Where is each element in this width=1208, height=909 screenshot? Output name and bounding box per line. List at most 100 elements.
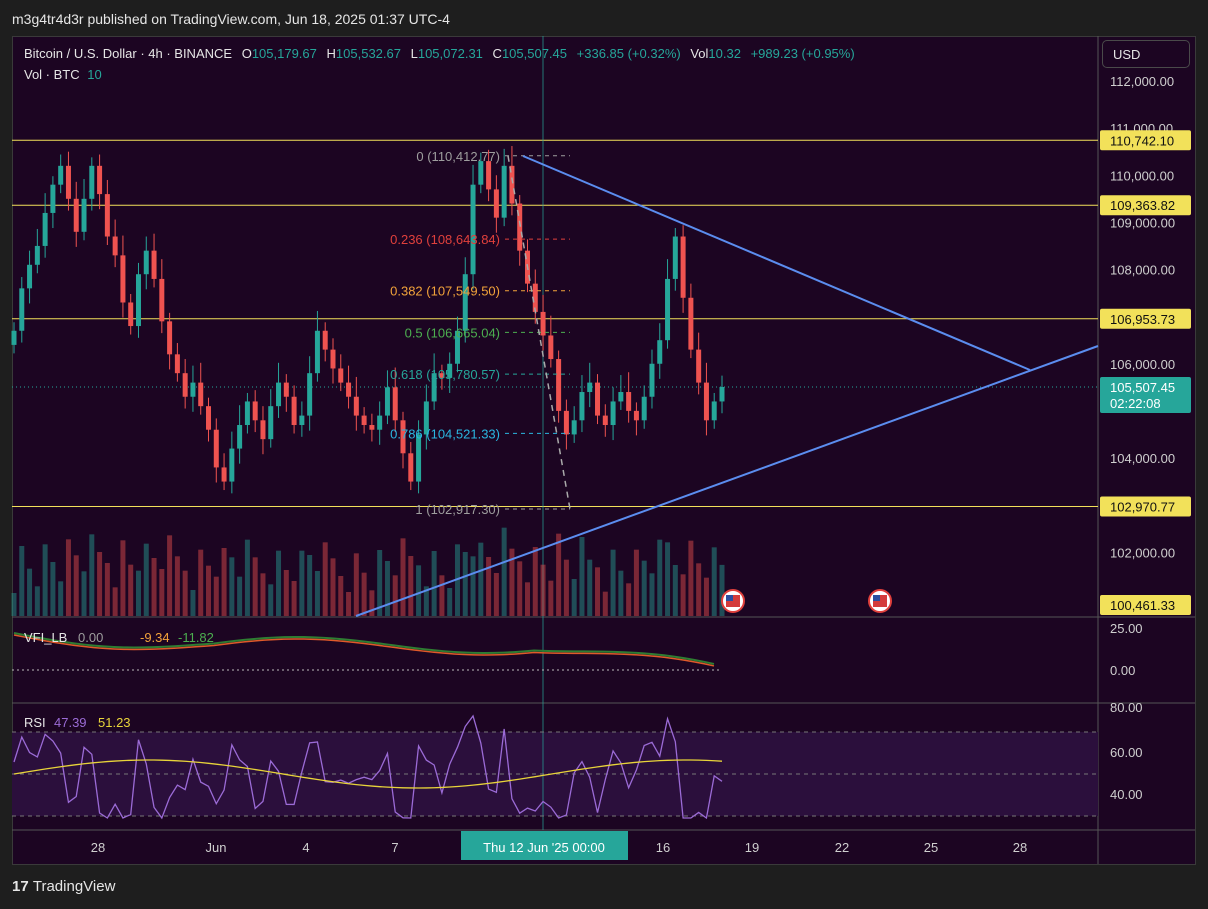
volume-bar [276,550,282,616]
volume-bar [416,565,422,616]
close-value: 105,507.45 [501,46,568,61]
y-tick-label: 108,000.00 [1110,263,1175,278]
candle-body [244,401,250,426]
volume-bar [73,555,79,616]
volume-bar [400,538,406,616]
volume-bar [626,583,632,616]
candle-body [299,415,305,426]
candle-body [657,340,663,364]
candle-body [338,368,344,383]
candle-body [174,354,180,374]
candle-body [633,410,639,421]
price-label-badge [1100,130,1191,151]
candle-body [454,330,460,364]
volume-bar [556,533,562,616]
candle-body [330,349,336,369]
volume-bar [229,557,235,616]
candle-body [73,198,79,232]
fib-label: 0 (110,412.77) [416,149,500,164]
candle-body [618,392,624,402]
volume-bar [27,568,33,616]
x-tick-label: 7 [391,840,398,855]
candle-body [346,382,352,397]
candle-body [81,198,87,232]
candle-body [462,274,468,331]
volume-bar [213,576,219,616]
volume-bar [159,569,165,616]
symbol-name: Bitcoin / U.S. Dollar · 4h · BINANCE [24,46,233,61]
publisher-text: m3g4tr4d3r published on TradingView.com,… [12,11,450,27]
price-label-text: 109,363.82 [1110,198,1175,213]
candle-body [680,236,686,298]
candle-body [587,382,593,393]
price-label-badge [1100,496,1191,517]
volume-bar [89,534,95,616]
candle-body [322,330,328,350]
candle-body [307,373,313,416]
volume-bar [392,575,398,616]
us-flag-icon [873,595,880,601]
fib-label: 0.5 (106,665.04) [405,325,500,340]
candle-body [696,349,702,383]
vfi-line [13,632,715,665]
x-tick-label: 28 [91,840,105,855]
volume-bar [112,587,118,616]
candle-body [27,264,33,289]
volume-bar [151,558,157,616]
volume-bar [610,549,616,616]
candle-body [602,415,608,426]
candle-body [112,236,118,256]
price-label-text: 105,507.45 [1110,380,1175,395]
candle-body [408,453,414,482]
rsi-value: 47.39 [54,715,87,730]
candle-body [540,311,546,336]
volume-bar [703,577,709,616]
candle-body [392,387,398,421]
candle-body [11,330,17,345]
volume-bar [493,573,499,616]
candle-body [167,321,173,355]
volume-bar [299,550,305,616]
vfi-signal-line [13,634,715,667]
candle-body [237,425,243,449]
candle-body [276,382,282,407]
volume-bar [595,567,601,616]
volume-bar [377,550,383,616]
rsi-ma-line [13,759,723,789]
volume-bar [174,556,180,616]
vol-row-label: Vol · BTC [24,67,80,82]
chart-frame[interactable] [12,36,1196,865]
volume-bar [237,576,243,616]
candle-body [556,359,562,411]
low-value: 105,072.31 [417,46,483,61]
symbol-legend: Bitcoin / U.S. Dollar · 4h · BINANCE O10… [24,46,855,61]
fib-trend-line [507,155,571,510]
volume-bar [454,544,460,616]
candle-body [221,467,227,482]
volume-bar [532,547,538,616]
currency-button[interactable]: USD [1102,40,1190,68]
candle-body [151,250,157,279]
volume-bar [128,564,134,616]
volume-bar [478,542,484,616]
candle-body [579,392,585,421]
candle-body [260,420,266,440]
candle-body [641,396,647,421]
tradingview-logo: 17 TradingView [12,878,115,895]
rsi-ma-value: 51.23 [98,715,131,730]
volume-bar [135,570,141,616]
tv-logo-icon: 17 [12,878,29,895]
y-tick-label: 109,000.00 [1110,215,1175,230]
volume-bar [120,540,126,616]
volume-bar [384,561,390,616]
volume-bar [143,543,149,616]
candle-body [595,382,601,416]
candle-body [104,194,110,237]
volume-bar [252,557,258,616]
candle-body [532,283,538,312]
volume-bar [408,556,414,616]
candle-body [128,302,134,327]
volume-bar [579,537,585,616]
volume-bar [439,575,445,616]
